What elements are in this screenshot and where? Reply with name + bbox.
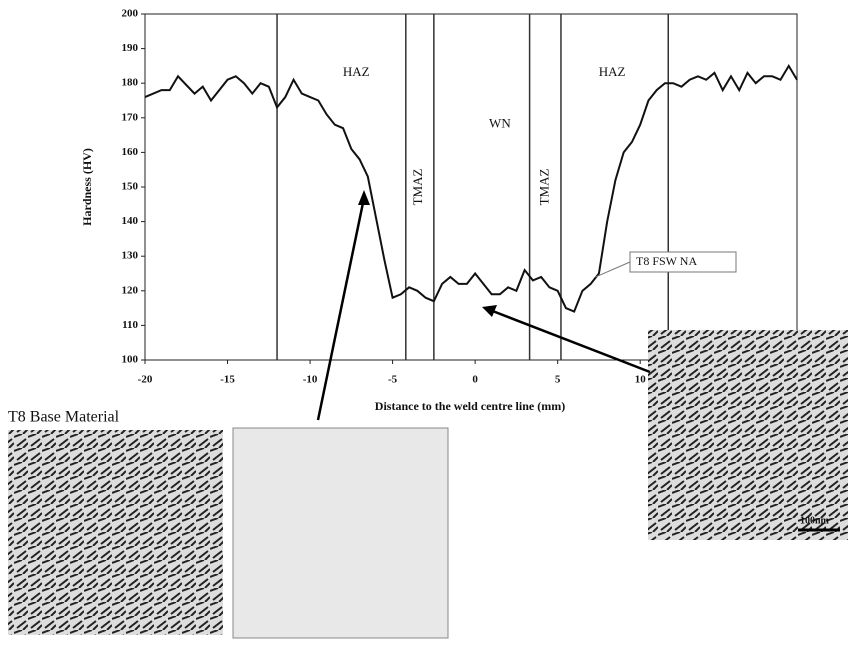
x-tick-label: -5 [388,374,398,386]
zone-label: TMAZ [410,169,425,206]
micrograph-wn [648,330,848,540]
arrow [316,197,366,421]
zone-label: WN [489,116,511,131]
y-tick-label: 150 [122,181,139,193]
arrow [489,308,651,374]
y-tick-label: 170 [122,111,139,123]
zone-label: HAZ [599,64,626,79]
legend-box [629,251,737,273]
y-tick-label: 100 [122,354,139,366]
y-tick-label: 120 [122,284,139,296]
y-tick-label: 190 [122,42,139,54]
arrow-head [482,305,497,317]
zone-label: TMAZ [536,169,551,206]
x-tick-label: 10 [635,374,647,386]
inset-label: T8 Base Material [8,409,120,426]
x-axis-label: Distance to the weld centre line (mm) [375,399,565,413]
micrograph-haz [232,427,449,639]
x-tick-label: -15 [220,374,235,386]
arrow-head [358,190,370,205]
scale-bar-label: 100nm [800,515,830,526]
data-line [144,63,798,313]
micrograph-base [8,430,223,635]
y-tick-label: 110 [122,319,138,331]
insets: T8 Base Material 100nm [8,190,848,639]
x-tick-label: -10 [303,374,318,386]
y-tick-label: 160 [122,146,139,158]
y-tick-label: 180 [122,77,139,89]
callout-leader [595,261,631,278]
zone-label: HAZ [343,64,370,79]
x-tick-label: 0 [472,374,478,386]
y-tick-label: 140 [122,215,139,227]
x-tick-label: -20 [138,374,153,386]
y-axis-label: Hardness (HV) [80,148,94,226]
y-tick-label: 200 [122,8,139,20]
legend-label: T8 FSW NA [636,254,697,268]
y-tick-label: 130 [122,250,139,262]
x-tick-label: 5 [555,374,561,386]
plot-frame [144,13,798,361]
